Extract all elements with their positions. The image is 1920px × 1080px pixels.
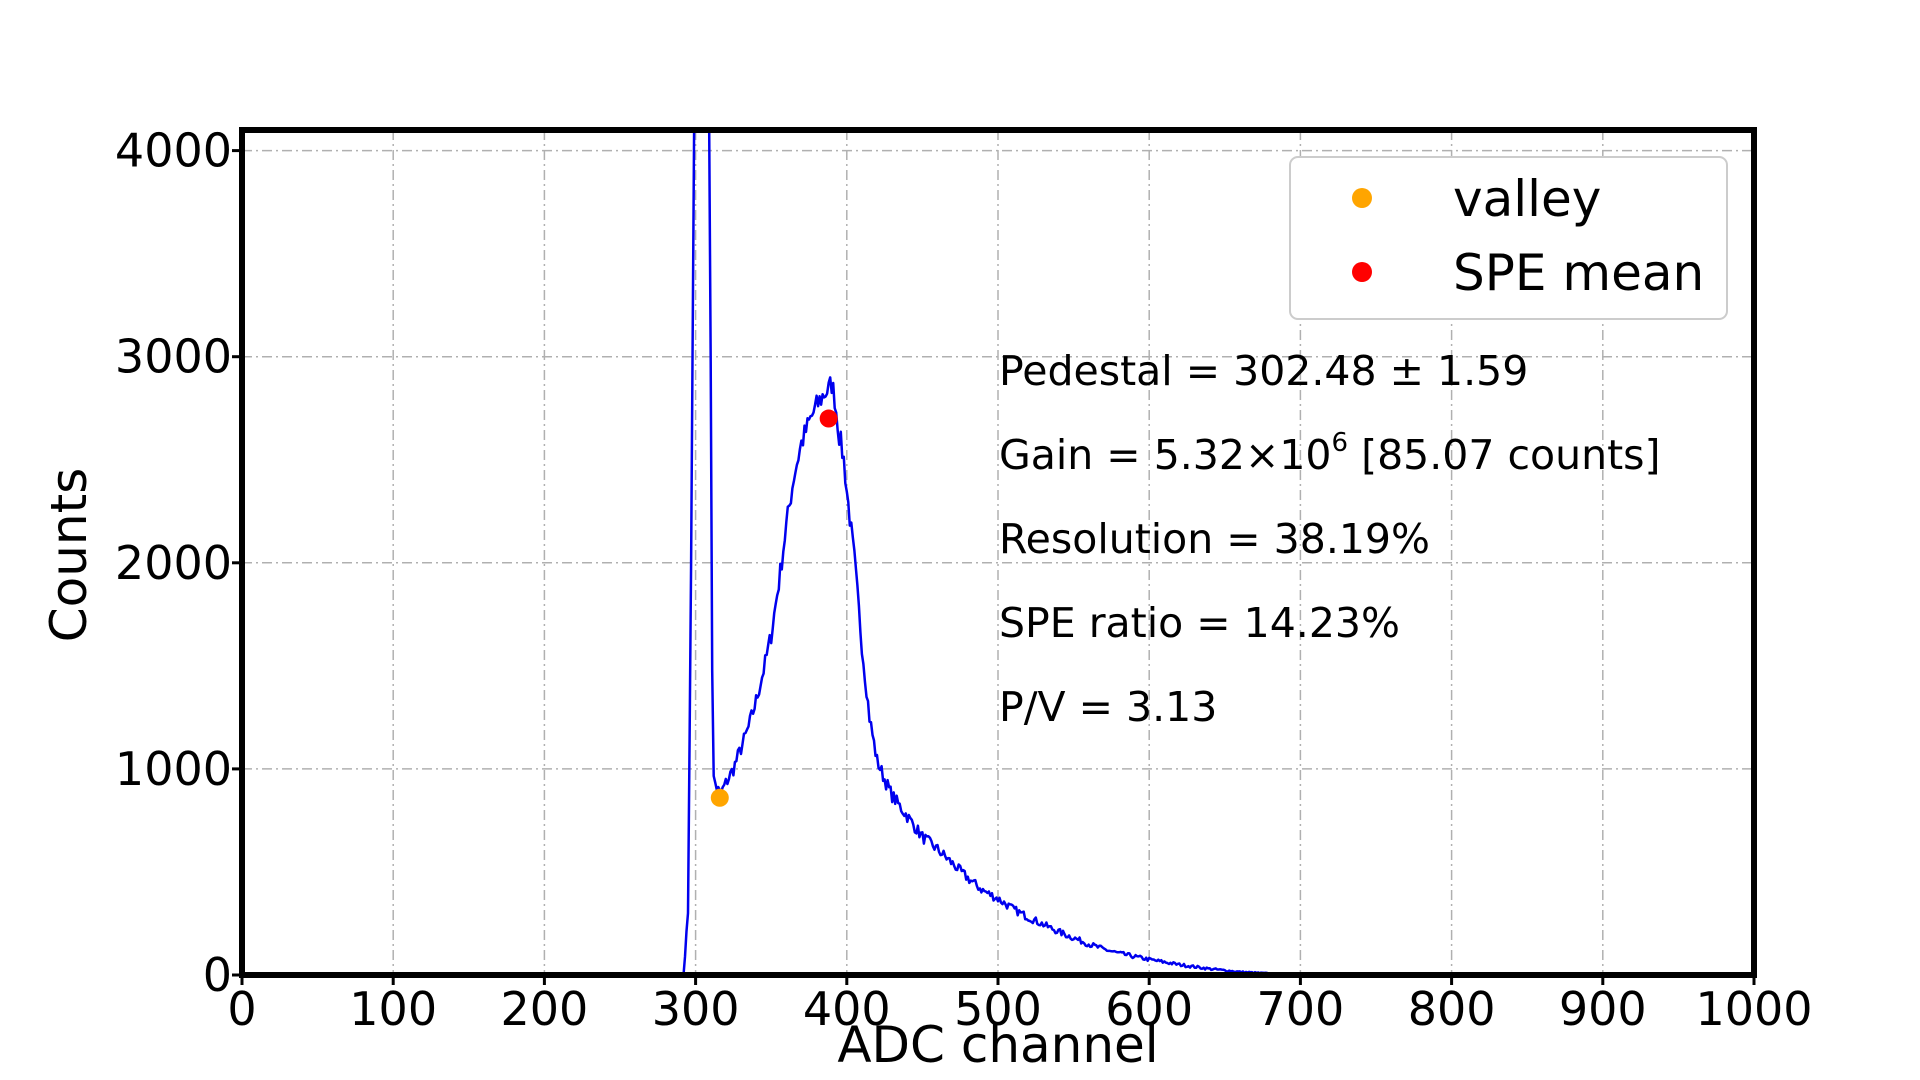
y-tick-label: 3000 [115,330,232,384]
legend-label-valley: valley [1453,170,1601,228]
x-tick-label: 400 [803,982,891,1036]
x-tick-label: 600 [1105,982,1193,1036]
tick-layer: 0 100 200 300 400 500 600 700 800 900 1000 0 1000 200… [115,124,1813,1036]
x-tick-label: 100 [349,982,437,1036]
x-tick-label: 1000 [1695,982,1812,1036]
x-tick-label: 800 [1408,982,1496,1036]
y-axis-title: Counts [40,468,98,643]
legend-label-spe-mean: SPE mean [1453,244,1704,302]
y-tick-label: 1000 [115,742,232,796]
y-tick-label: 4000 [115,124,232,178]
x-tick-label: 500 [954,982,1042,1036]
gain-suffix: [85.07 counts] [1348,431,1660,479]
grid-lines [242,130,1754,975]
series-line [242,130,1754,975]
x-tick-label: 300 [652,982,740,1036]
pv-text: P/V = 3.13 [999,683,1217,731]
gain-text: Gain = 5.32×106 [85.07 counts] [999,428,1661,479]
legend: valley SPE mean [1289,156,1728,320]
y-tick-label: 0 [203,948,232,1002]
valley-marker [710,788,729,807]
fit-results: Pedestal = 302.48 ± 1.59 Gain = 5.32×106… [999,347,1661,731]
pedestal-text: Pedestal = 302.48 ± 1.59 [999,347,1528,395]
legend-box [1289,156,1728,320]
gain-prefix: Gain = 5.32×10 [999,431,1332,479]
spe-ratio-text: SPE ratio = 14.23% [999,599,1400,647]
gain-exponent: 6 [1332,428,1349,458]
resolution-text: Resolution = 38.19% [999,515,1430,563]
series-layer [242,130,1754,975]
spe-mean-marker [819,409,838,428]
x-tick-label: 700 [1256,982,1344,1036]
legend-marker-spe-mean [1352,262,1372,282]
x-axis-title: ADC channel [837,1016,1158,1074]
marker-layer [710,409,838,807]
x-tick-label: 900 [1559,982,1647,1036]
x-tick-label: 200 [500,982,588,1036]
y-tick-label: 2000 [115,536,232,590]
legend-marker-valley [1352,188,1372,208]
x-tick-label: 0 [227,982,256,1036]
